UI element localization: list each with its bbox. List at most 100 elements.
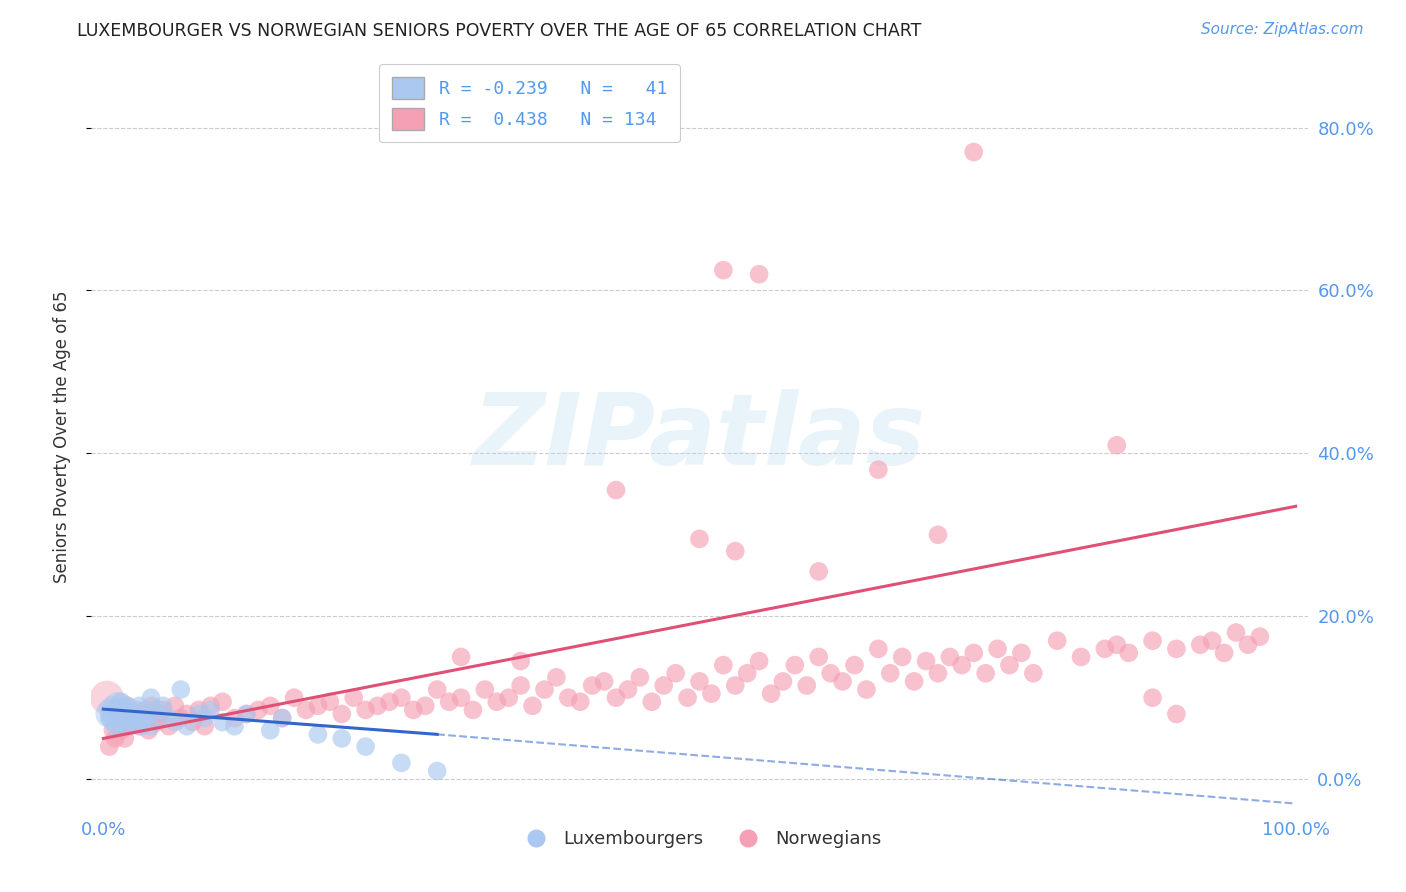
Point bbox=[389, 690, 412, 705]
Point bbox=[868, 463, 890, 477]
Point bbox=[1166, 706, 1188, 721]
Point bbox=[157, 711, 180, 725]
Point bbox=[461, 703, 484, 717]
Point bbox=[688, 674, 710, 689]
Point bbox=[807, 650, 830, 665]
Point bbox=[139, 690, 162, 705]
Point bbox=[581, 678, 603, 692]
Point bbox=[605, 483, 627, 497]
Point bbox=[450, 690, 472, 705]
Point bbox=[987, 641, 1010, 656]
Point bbox=[1010, 646, 1032, 660]
Point bbox=[1166, 641, 1188, 656]
Point bbox=[271, 711, 294, 725]
Point bbox=[101, 703, 124, 717]
Point bbox=[1249, 630, 1271, 644]
Point bbox=[796, 678, 818, 692]
Point bbox=[688, 532, 710, 546]
Point bbox=[974, 666, 997, 681]
Point bbox=[1094, 641, 1116, 656]
Point bbox=[950, 658, 973, 673]
Point bbox=[759, 687, 782, 701]
Point bbox=[110, 715, 132, 730]
Point bbox=[641, 695, 664, 709]
Point bbox=[114, 731, 136, 746]
Point bbox=[176, 719, 198, 733]
Point bbox=[1142, 690, 1164, 705]
Point bbox=[115, 698, 138, 713]
Point bbox=[402, 703, 425, 717]
Point bbox=[665, 666, 688, 681]
Point bbox=[426, 764, 449, 778]
Point bbox=[700, 687, 723, 701]
Point bbox=[307, 727, 329, 741]
Point bbox=[139, 698, 162, 713]
Point bbox=[138, 723, 160, 738]
Point bbox=[927, 528, 949, 542]
Point bbox=[235, 706, 257, 721]
Point bbox=[307, 698, 329, 713]
Point bbox=[522, 698, 544, 713]
Point bbox=[354, 703, 377, 717]
Point bbox=[128, 719, 150, 733]
Point bbox=[735, 666, 758, 681]
Point bbox=[879, 666, 901, 681]
Point bbox=[855, 682, 877, 697]
Point bbox=[181, 715, 204, 730]
Point bbox=[122, 711, 145, 725]
Point bbox=[1225, 625, 1247, 640]
Point bbox=[235, 706, 257, 721]
Point bbox=[617, 682, 640, 697]
Point bbox=[498, 690, 520, 705]
Point bbox=[533, 682, 555, 697]
Point bbox=[110, 723, 132, 738]
Point bbox=[783, 658, 806, 673]
Point bbox=[139, 719, 162, 733]
Point bbox=[170, 711, 193, 725]
Y-axis label: Seniors Poverty Over the Age of 65: Seniors Poverty Over the Age of 65 bbox=[52, 291, 70, 583]
Point bbox=[724, 544, 747, 558]
Point bbox=[134, 711, 156, 725]
Point bbox=[1237, 638, 1260, 652]
Point bbox=[1070, 650, 1092, 665]
Point bbox=[118, 719, 141, 733]
Point bbox=[998, 658, 1021, 673]
Point bbox=[101, 723, 124, 738]
Point bbox=[1201, 633, 1223, 648]
Point bbox=[485, 695, 508, 709]
Point bbox=[125, 706, 148, 721]
Point bbox=[128, 715, 150, 730]
Point bbox=[557, 690, 579, 705]
Point bbox=[259, 698, 281, 713]
Point bbox=[474, 682, 496, 697]
Point bbox=[98, 711, 121, 725]
Point bbox=[450, 650, 472, 665]
Point bbox=[146, 715, 169, 730]
Point bbox=[101, 706, 124, 721]
Point bbox=[194, 711, 217, 725]
Point bbox=[711, 658, 734, 673]
Point bbox=[963, 646, 986, 660]
Point bbox=[1046, 633, 1069, 648]
Point bbox=[157, 719, 180, 733]
Point bbox=[1118, 646, 1140, 660]
Point bbox=[546, 670, 568, 684]
Point bbox=[211, 695, 233, 709]
Point bbox=[772, 674, 794, 689]
Point bbox=[927, 666, 949, 681]
Point bbox=[110, 703, 132, 717]
Point bbox=[224, 711, 246, 725]
Point bbox=[200, 703, 222, 717]
Text: ZIPatlas: ZIPatlas bbox=[472, 389, 927, 485]
Text: Source: ZipAtlas.com: Source: ZipAtlas.com bbox=[1201, 22, 1364, 37]
Point bbox=[187, 703, 209, 717]
Point bbox=[748, 654, 770, 668]
Point bbox=[104, 711, 127, 725]
Point bbox=[104, 719, 127, 733]
Legend: Luxembourgers, Norwegians: Luxembourgers, Norwegians bbox=[510, 822, 889, 855]
Point bbox=[115, 698, 138, 713]
Point bbox=[115, 719, 138, 733]
Point bbox=[330, 731, 353, 746]
Point bbox=[146, 703, 169, 717]
Point bbox=[152, 703, 174, 717]
